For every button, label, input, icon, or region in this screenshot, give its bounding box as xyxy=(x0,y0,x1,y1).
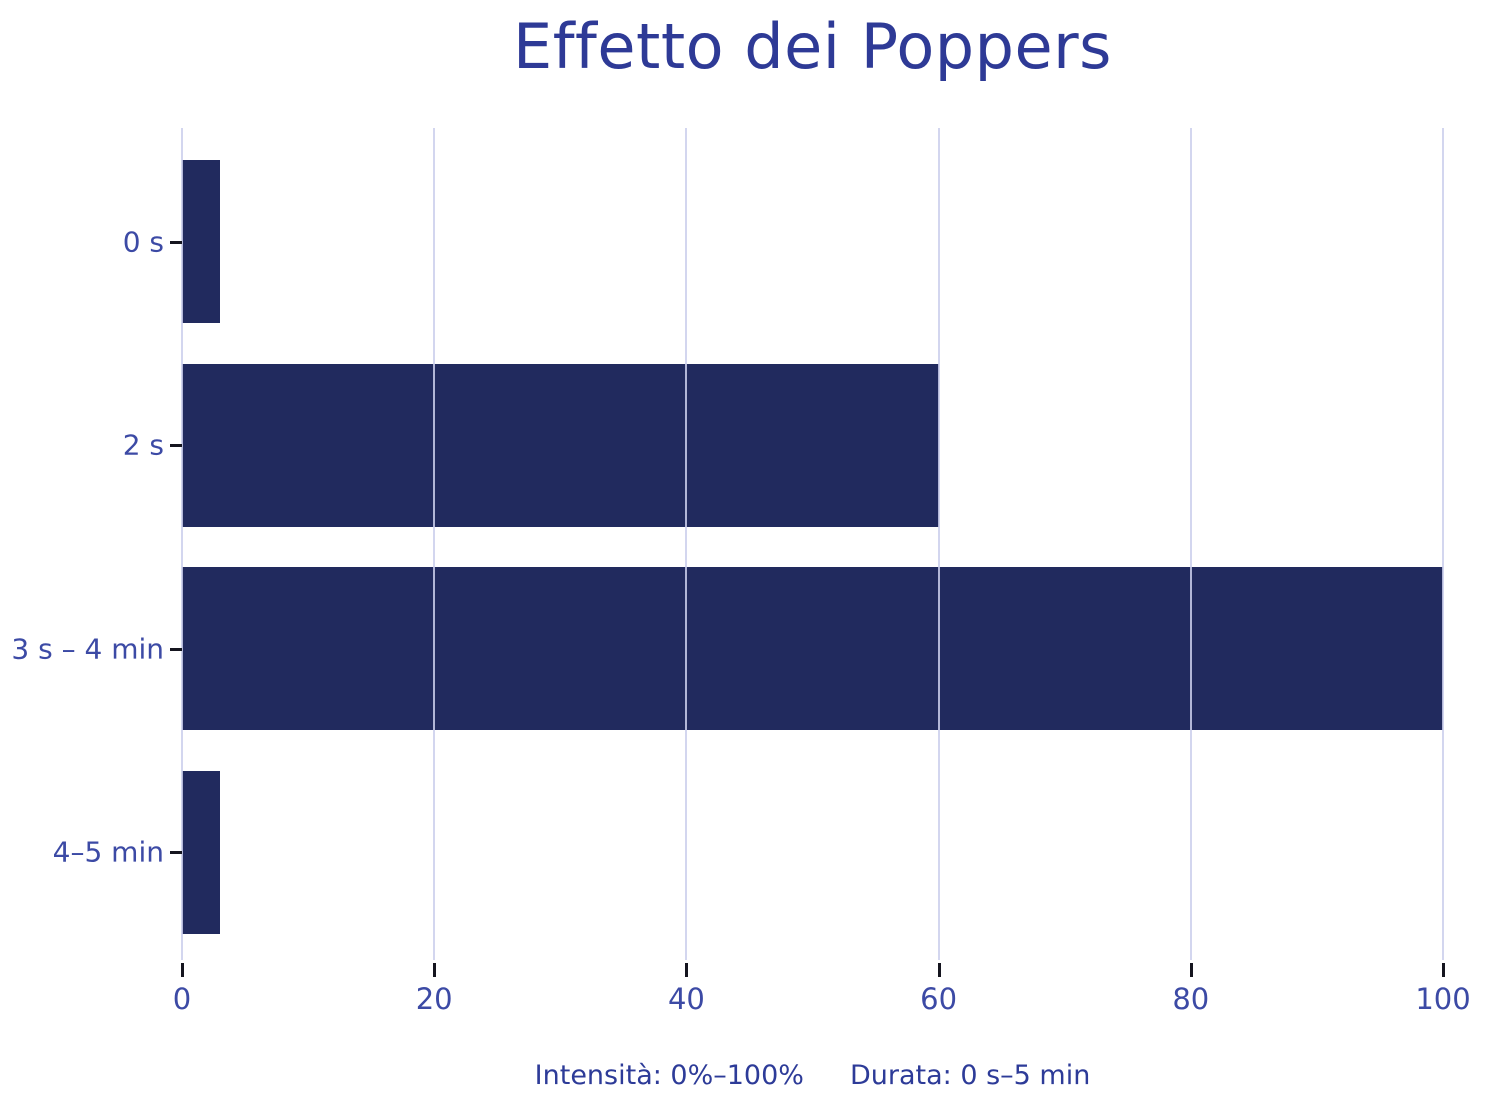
y-tick-1 xyxy=(170,444,182,448)
x-tick-60 xyxy=(937,963,941,977)
footnote: Intensità: 0%–100% Durata: 0 s–5 min xyxy=(182,1060,1443,1091)
y-tick-label-3: 4–5 min xyxy=(52,835,164,869)
x-tick-label-60: 60 xyxy=(920,982,958,1016)
x-tick-100 xyxy=(1442,963,1445,977)
y-tick-3 xyxy=(170,851,182,855)
y-tick-label-2: 3 s – 4 min xyxy=(11,632,164,666)
y-tick-label-0: 0 s xyxy=(122,225,164,259)
x-tick-20 xyxy=(433,963,437,977)
gridline-0 xyxy=(181,128,183,960)
x-tick-label-0: 0 xyxy=(172,982,192,1016)
x-tick-label-40: 40 xyxy=(667,982,705,1016)
y-tick-2 xyxy=(170,647,182,651)
x-tick-0 xyxy=(181,963,184,977)
x-tick-40 xyxy=(685,963,689,977)
footnote-intensity: Intensità: 0%–100% xyxy=(534,1060,804,1091)
gridline-40 xyxy=(685,128,688,960)
plot-area: 0 s 2 s 3 s – 4 min 4–5 min 0 20 40 60 80 100 xyxy=(11,128,1471,1016)
y-tick-label-1: 2 s xyxy=(122,428,164,462)
footnote-duration: Durata: 0 s–5 min xyxy=(849,1060,1091,1091)
y-tick-0 xyxy=(170,240,182,244)
bar-1 xyxy=(182,363,939,527)
x-tick-label-80: 80 xyxy=(1172,982,1210,1016)
bar-3 xyxy=(182,770,220,934)
gridline-60 xyxy=(937,128,940,960)
x-tick-label-100: 100 xyxy=(1415,982,1471,1016)
gridline-80 xyxy=(1189,128,1192,960)
bar-2 xyxy=(182,567,1443,731)
chart-title: Effetto dei Poppers xyxy=(513,10,1112,83)
bar-0 xyxy=(182,160,220,324)
gridline-100 xyxy=(1442,128,1444,960)
gridline-20 xyxy=(433,128,436,960)
x-tick-label-20: 20 xyxy=(415,982,453,1016)
x-tick-80 xyxy=(1189,963,1193,977)
